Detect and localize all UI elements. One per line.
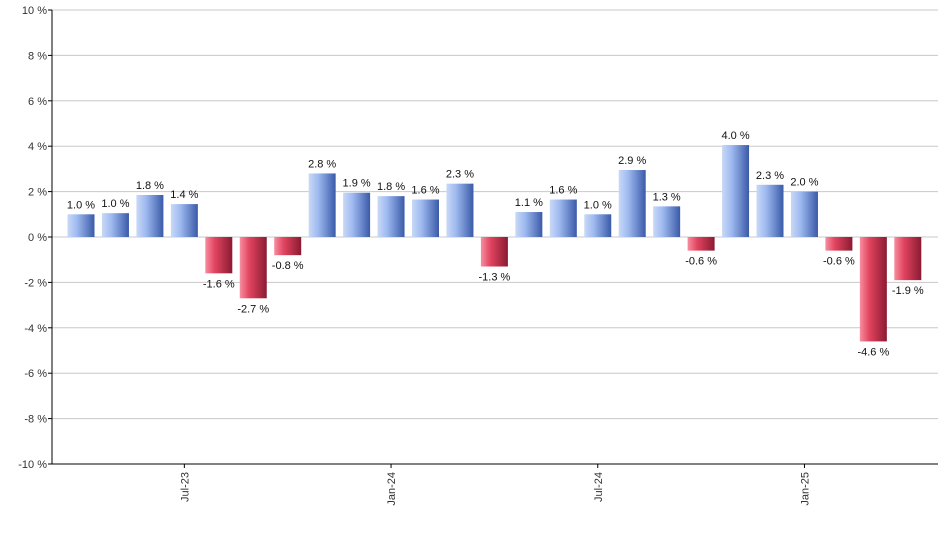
x-tick-label: Jan-25 <box>799 472 811 506</box>
y-tick-label: 10 % <box>22 5 47 17</box>
data-label: 2.3 % <box>446 169 474 181</box>
bar-positive <box>584 214 612 237</box>
bar-negative <box>274 237 302 256</box>
data-label: -1.6 % <box>203 278 235 290</box>
x-tick-label: Jan-24 <box>386 472 398 506</box>
y-tick-label: -4 % <box>24 323 47 335</box>
data-label: 1.4 % <box>170 189 198 201</box>
data-label: -1.3 % <box>479 272 511 284</box>
bar-positive <box>653 206 681 237</box>
y-tick-label: 6 % <box>28 96 47 108</box>
x-axis-ticks: Jul-23 Jan-24 Jul-24 Jan-25 <box>179 464 811 506</box>
bar-positive <box>446 183 474 237</box>
bar-positive <box>136 195 164 237</box>
data-label: 1.8 % <box>136 180 164 192</box>
bar-positive <box>515 212 543 237</box>
data-label: 1.0 % <box>67 199 95 211</box>
y-tick-label: 2 % <box>28 187 47 199</box>
data-label: -2.7 % <box>237 303 269 315</box>
data-label: 2.9 % <box>618 155 646 167</box>
data-label: -0.6 % <box>685 256 717 268</box>
bar-positive <box>377 196 405 237</box>
data-label: 2.3 % <box>756 170 784 182</box>
bar-positive <box>549 199 577 237</box>
data-label: 1.3 % <box>653 191 681 203</box>
bar-negative <box>239 237 267 299</box>
x-tick-label: Jul-23 <box>179 472 191 502</box>
bar-negative <box>687 237 715 251</box>
bar-positive <box>170 204 198 237</box>
bar-positive <box>343 192 371 237</box>
bar-series <box>67 145 922 342</box>
data-label: 2.0 % <box>790 177 818 189</box>
x-tick-label: Jul-24 <box>593 472 605 502</box>
bar-positive <box>67 214 95 237</box>
bar-positive <box>412 199 439 237</box>
data-label: -4.6 % <box>857 346 889 358</box>
data-label: -0.6 % <box>823 256 855 268</box>
bar-positive <box>618 170 646 237</box>
data-label: 1.0 % <box>584 199 612 211</box>
bar-positive <box>790 191 818 237</box>
data-label: 1.6 % <box>549 185 577 197</box>
y-tick-label: -6 % <box>24 368 47 380</box>
y-axis-ticks: 10 % 8 % 6 % 4 % 2 % 0 % -2 % -4 % -6 % -8 % -10 % <box>18 5 52 471</box>
data-label: 1.0 % <box>101 198 129 210</box>
y-tick-label: -10 % <box>18 459 47 471</box>
y-tick-label: 4 % <box>28 141 47 153</box>
data-label: 1.6 % <box>411 185 439 197</box>
y-tick-label: 0 % <box>28 232 47 244</box>
bar-positive <box>722 145 750 237</box>
data-label: -0.8 % <box>272 260 304 272</box>
y-tick-label: 8 % <box>28 50 47 62</box>
data-labels: 1.0 % 1.0 % 1.8 % 1.4 % -1.6 % -2.7 % -0.8 % 2.… <box>67 130 924 358</box>
data-label: 2.8 % <box>308 158 336 170</box>
bar-negative <box>480 237 508 267</box>
bar-negative <box>825 237 853 251</box>
data-label: 1.8 % <box>377 181 405 193</box>
data-label: 1.1 % <box>515 197 543 209</box>
data-label: 4.0 % <box>721 130 749 142</box>
bar-positive <box>101 213 129 237</box>
bar-positive <box>756 184 784 237</box>
data-label: -1.9 % <box>892 285 924 297</box>
bar-negative <box>894 237 922 281</box>
bar-negative <box>205 237 233 274</box>
bar-positive <box>308 173 336 237</box>
data-label: 1.9 % <box>343 178 371 190</box>
bar-negative <box>859 237 887 342</box>
y-tick-label: -8 % <box>24 414 47 426</box>
y-tick-label: -2 % <box>24 277 47 289</box>
